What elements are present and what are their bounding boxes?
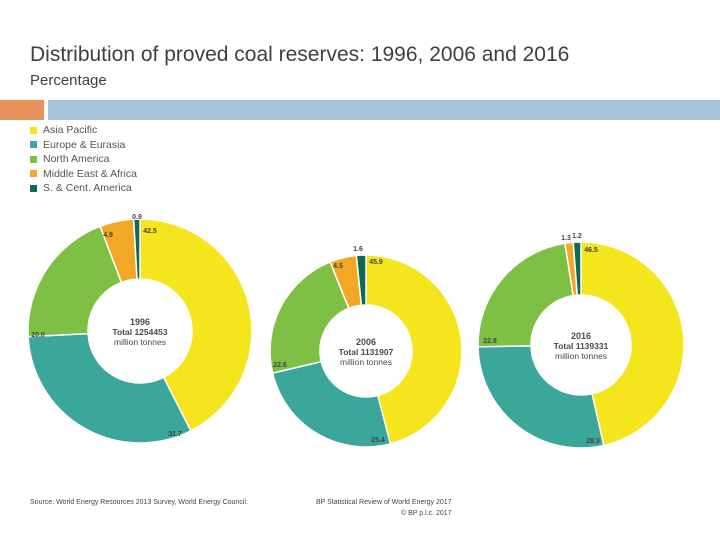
slice-value-label: 1.3 [561,235,571,242]
source-note: Source: World Energy Resources 2013 Surv… [30,499,248,506]
page-title: Distribution of proved coal reserves: 19… [30,43,570,66]
legend-label: Europe & Eurasia [43,138,126,151]
slice-value-label: 31.7 [168,431,182,438]
donut-slice-2006-1 [271,360,392,448]
donut-slice-2016-4 [572,241,582,296]
credit-line-1: BP Statistical Review of World Energy 20… [316,499,452,506]
donut-slice-2016-1 [477,345,605,449]
slice-value-label: 28.3 [586,438,600,445]
donut-center-unit: million tonnes [555,351,607,361]
donut-slice-1996-4 [132,218,141,280]
page-subtitle: Percentage [30,72,107,89]
slice-value-label: 0.9 [132,214,142,221]
legend-swatch [30,170,37,178]
legend-swatch [30,126,37,134]
donut-center-unit: million tonnes [114,337,166,347]
legend-swatch [30,155,37,163]
donut-center-total: Total 1131907 [339,347,394,357]
legend-label: North America [43,153,110,166]
accent-bar-blue [48,100,720,120]
donut-center-total: Total 1139331 [554,341,609,351]
slice-value-label: 4.9 [103,232,113,239]
donut-slice-2016-0 [580,241,685,447]
legend-swatch [30,141,37,149]
donut-slice-1996-1 [27,332,192,444]
slice-value-label: 1.6 [353,246,363,253]
legend-label: Asia Pacific [43,124,98,137]
donut-slice-2006-4 [355,254,367,307]
legend-item-asia-pacific: Asia Pacific [30,123,137,138]
donut-slice-2006-0 [365,254,463,445]
accent-bar-orange [0,100,44,120]
donut-center-year: 1996 [130,317,150,327]
slice-value-label: 4.5 [333,263,343,270]
credit-line-2: © BP p.l.c. 2017 [400,510,452,517]
chart-legend: Asia Pacific Europe & Eurasia North Amer… [30,123,137,196]
legend-swatch [30,184,37,192]
donut-center-year: 2016 [571,331,591,341]
legend-label: S. & Cent. America [43,182,132,195]
slice-value-label: 45.9 [369,259,383,266]
donut-center-total: Total 1254453 [112,327,167,337]
slice-value-label: 22.8 [483,338,497,345]
legend-label: Middle East & Africa [43,167,137,180]
donut-center-year: 2006 [356,337,376,347]
legend-item-middle-east-africa: Middle East & Africa [30,167,137,182]
slice-value-label: 1.2 [572,233,582,240]
donut-slice-2016-2 [477,242,575,348]
slice-value-label: 25.4 [371,437,385,444]
legend-item-s-cent-america: S. & Cent. America [30,181,137,196]
legend-item-europe-eurasia: Europe & Eurasia [30,138,137,153]
donut-slice-1996-2 [27,225,123,338]
legend-item-north-america: North America [30,152,137,167]
donut-center-unit: million tonnes [340,357,392,367]
slice-value-label: 22.6 [273,362,287,369]
slice-value-label: 46.5 [584,247,598,254]
slice-value-label: 42.5 [143,228,157,235]
donut-slice-1996-0 [139,218,253,432]
donut-slice-2006-2 [269,260,350,375]
credit-note: BP Statistical Review of World Energy 20… [316,497,452,519]
slice-value-label: 20.0 [31,332,45,339]
